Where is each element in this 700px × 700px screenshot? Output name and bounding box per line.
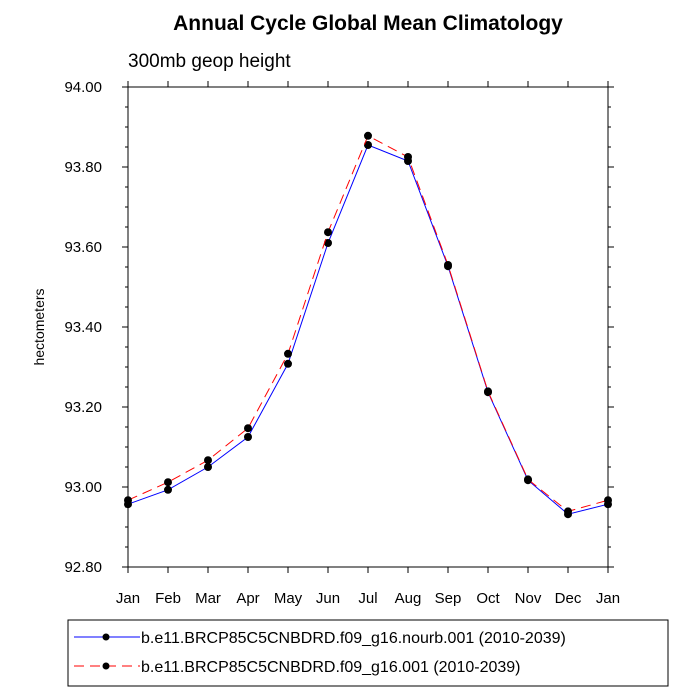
x-tick-labels: Jan Feb Mar Apr May Jun Jul Aug Sep Oct Nov Dec Jan — [116, 590, 620, 607]
x-tick-label: Dec — [555, 590, 582, 607]
legend-marker-control — [102, 662, 110, 670]
x-tick-label: Oct — [476, 590, 500, 607]
data-point-0 — [324, 239, 332, 247]
data-point-1 — [524, 475, 532, 484]
chart-subtitle: 300mb geop height — [128, 51, 291, 72]
x-tick-label: Jan — [596, 590, 620, 607]
data-point-1 — [324, 228, 332, 237]
y-tick-label: 94.00 — [64, 79, 102, 96]
x-tick-label: Aug — [395, 590, 422, 607]
x-tick-label: Jun — [316, 590, 340, 607]
axis-ticks — [122, 81, 614, 573]
y-axis-label: hectometers — [31, 288, 47, 365]
data-point-0 — [364, 141, 372, 149]
series-line-1 — [127, 135, 609, 512]
chart-title: Annual Cycle Global Mean Climatology — [173, 12, 563, 35]
y-tick-label: 93.20 — [64, 399, 102, 416]
data-point-0 — [164, 485, 172, 494]
data-point-1 — [444, 261, 452, 269]
legend: b.e11.BRCP85C5CNBDRD.f09_g16.nourb.001 (… — [67, 619, 669, 687]
x-tick-label: Mar — [195, 590, 221, 607]
x-tick-label: Apr — [236, 590, 259, 607]
data-point-0 — [204, 463, 212, 471]
legend-box — [67, 619, 669, 687]
x-tick-label: May — [274, 590, 303, 607]
y-tick-label: 93.60 — [64, 239, 102, 256]
data-point-1 — [484, 387, 492, 396]
data-point-1 — [244, 424, 252, 433]
data-point-1 — [404, 153, 412, 161]
data-point-1 — [164, 478, 172, 487]
plot-frame — [127, 86, 609, 568]
y-tick-label: 92.80 — [64, 559, 102, 576]
data-point-1 — [564, 507, 572, 516]
legend-marker-nourb — [102, 633, 110, 641]
x-tick-label: Jul — [358, 590, 377, 607]
series-layer — [124, 131, 612, 519]
data-point-1 — [284, 349, 292, 358]
legend-label-nourb: b.e11.BRCP85C5CNBDRD.f09_g16.nourb.001 (… — [141, 630, 566, 647]
y-tick-label: 93.80 — [64, 159, 102, 176]
x-tick-label: Feb — [155, 590, 181, 607]
y-tick-labels: 92.80 93.00 93.20 93.40 93.60 93.80 94.00 — [64, 79, 102, 576]
y-tick-label: 93.40 — [64, 319, 102, 336]
data-point-1 — [204, 456, 212, 465]
x-tick-label: Nov — [515, 590, 542, 607]
x-tick-label: Sep — [435, 590, 462, 607]
y-tick-label: 93.00 — [64, 479, 102, 496]
legend-label-control: b.e11.BRCP85C5CNBDRD.f09_g16.001 (2010-2… — [141, 659, 520, 676]
data-point-1 — [364, 131, 372, 140]
series-line-0 — [127, 144, 609, 515]
x-tick-label: Jan — [116, 590, 140, 607]
data-point-0 — [284, 359, 292, 368]
data-point-0 — [244, 433, 252, 441]
